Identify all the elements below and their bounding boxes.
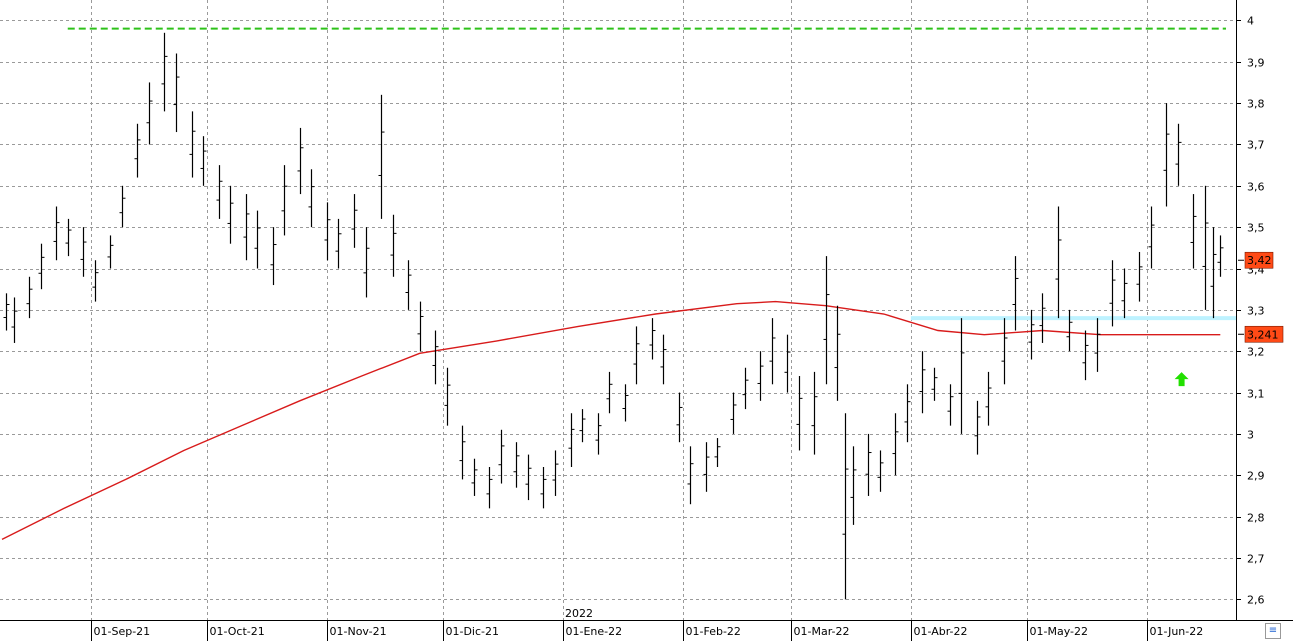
arrow-up-icon [1174, 372, 1189, 387]
y-tick-label: 3,6 [1247, 181, 1265, 194]
x-tick-label: 01-Dic-21 [446, 625, 500, 638]
moving-average-badge-box [1244, 325, 1284, 343]
y-tick-label: 2,6 [1247, 594, 1265, 607]
y-tick-label: 3,3 [1247, 305, 1265, 318]
y-tick-label: 3,1 [1247, 388, 1265, 401]
y-tick-label: 4 [1247, 15, 1254, 28]
x-tick-label: 01-Ene-22 [566, 625, 623, 638]
y-tick-label: 3 [1247, 429, 1254, 442]
moving-average-line [1, 300, 1221, 541]
x-tick-label: 01-Sep-21 [94, 625, 151, 638]
last-price-badge-label: 3,42 [1247, 254, 1272, 267]
y-tick-label: 3,9 [1247, 57, 1265, 70]
moving-average-badge-label: 3,241 [1247, 328, 1279, 341]
x-tick-label: 01-Mar-22 [794, 625, 850, 638]
y-tick-label: 3,7 [1247, 139, 1265, 152]
y-tick-label: 3,8 [1247, 98, 1265, 111]
year-marker-label: 2022 [565, 607, 593, 620]
support-band [910, 316, 1236, 321]
last-price-badge-box [1244, 251, 1274, 269]
x-tick-label: 01-Feb-22 [686, 625, 741, 638]
x-tick-label: 01-Jun-22 [1150, 625, 1204, 638]
x-tick-label: 01-May-22 [1030, 625, 1088, 638]
chart-menu-icon[interactable]: ≡ [1265, 623, 1281, 639]
y-tick-label: 2,7 [1247, 553, 1265, 566]
y-tick-label: 2,9 [1247, 470, 1265, 483]
y-tick-label: 2,8 [1247, 512, 1265, 525]
y-tick-label: 3,5 [1247, 222, 1265, 235]
x-tick-label: 01-Oct-21 [210, 625, 265, 638]
y-tick-label: 3,2 [1247, 346, 1265, 359]
x-tick-label: 01-Abr-22 [914, 625, 968, 638]
x-tick-label: 01-Nov-21 [330, 625, 387, 638]
